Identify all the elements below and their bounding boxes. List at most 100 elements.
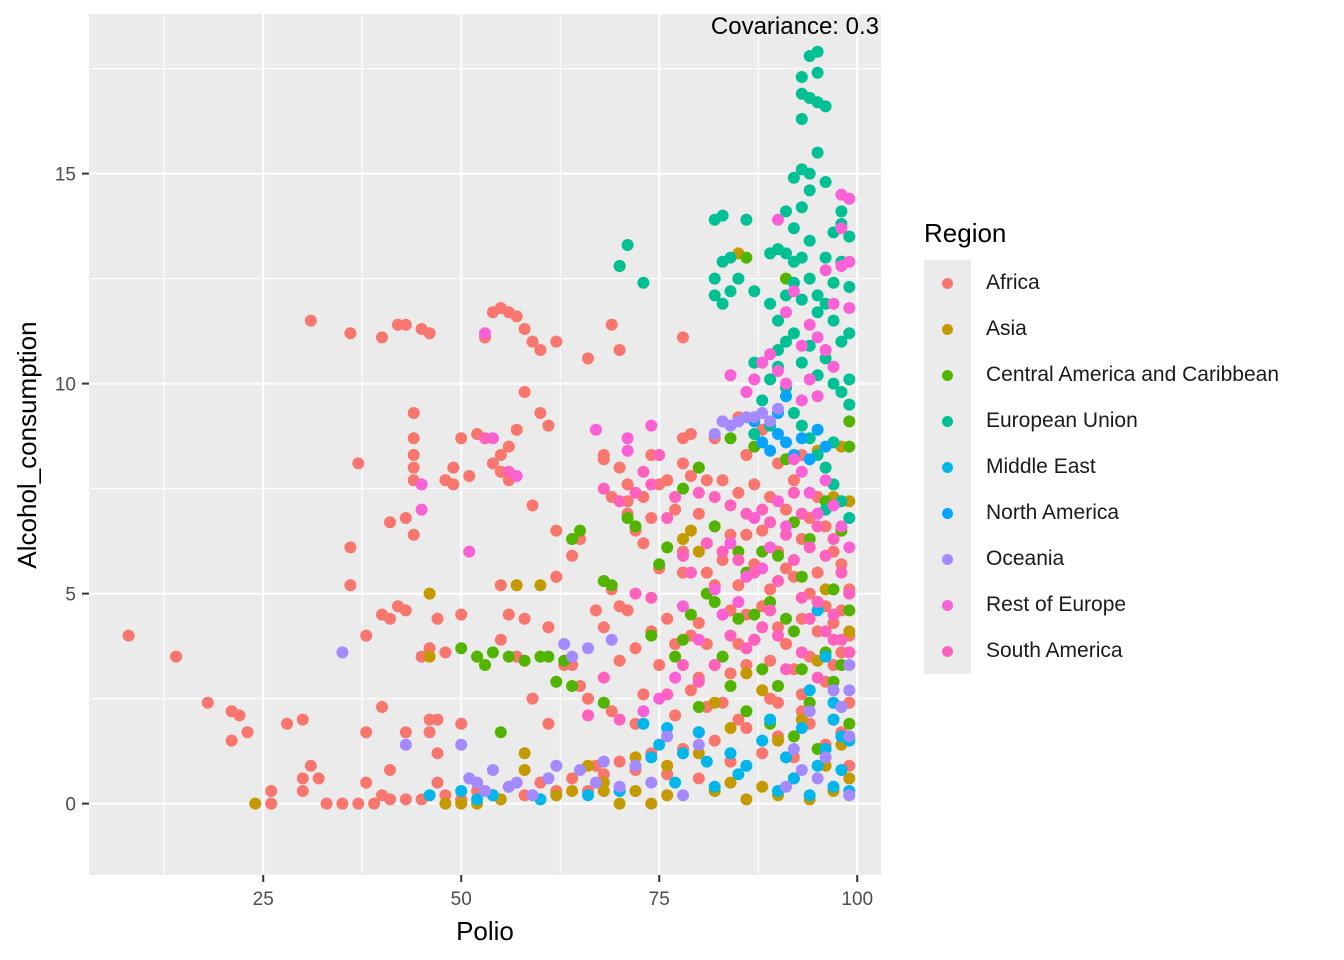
data-point <box>344 541 357 554</box>
data-point <box>716 554 729 566</box>
data-point <box>732 768 745 781</box>
data-point <box>661 789 674 802</box>
data-point <box>835 386 848 398</box>
data-point <box>708 696 721 709</box>
data-point <box>605 579 618 592</box>
data-point <box>502 608 515 621</box>
data-point <box>399 318 412 331</box>
data-point <box>843 625 856 638</box>
data-point <box>740 705 753 718</box>
data-point <box>843 281 856 293</box>
data-point <box>399 793 412 806</box>
data-point <box>692 461 705 474</box>
series-middle-east <box>423 604 856 806</box>
data-point <box>439 797 452 810</box>
data-point <box>764 373 777 386</box>
data-point <box>423 642 436 655</box>
data-point <box>653 558 666 571</box>
data-point <box>756 524 769 537</box>
data-point <box>455 717 468 730</box>
data-point <box>780 205 792 218</box>
data-point <box>843 230 856 243</box>
data-point <box>835 558 848 571</box>
data-points <box>122 45 856 810</box>
data-point <box>780 335 792 348</box>
data-point <box>455 432 468 445</box>
data-point <box>542 772 555 785</box>
data-point <box>803 541 816 554</box>
data-point <box>534 344 547 356</box>
data-point <box>597 671 610 684</box>
data-point <box>479 327 491 340</box>
data-point <box>843 398 856 411</box>
data-point <box>748 633 761 646</box>
data-point <box>780 562 792 575</box>
data-point <box>787 276 800 289</box>
data-point <box>550 570 563 583</box>
data-point <box>336 797 349 810</box>
legend-dot-icon <box>942 599 953 611</box>
data-point <box>819 176 832 188</box>
x-tick-label: 100 <box>841 889 873 910</box>
data-point <box>756 684 769 697</box>
data-point <box>502 465 515 478</box>
data-point <box>708 780 721 793</box>
data-point <box>803 533 816 545</box>
data-point <box>819 474 832 487</box>
data-point <box>431 612 444 625</box>
legend-label: Rest of Europe <box>986 593 1127 616</box>
data-point <box>360 726 373 739</box>
data-point <box>613 797 626 810</box>
data-point <box>787 222 800 235</box>
data-point <box>700 537 713 550</box>
data-point <box>819 440 832 453</box>
data-point <box>843 302 856 314</box>
data-point <box>780 390 792 403</box>
data-point <box>756 734 769 747</box>
data-point <box>724 528 737 541</box>
data-point <box>811 772 824 785</box>
data-point <box>740 213 753 226</box>
data-point <box>700 474 713 487</box>
data-point <box>764 415 777 428</box>
data-point <box>479 659 491 671</box>
data-point <box>566 533 579 545</box>
data-point <box>447 478 460 491</box>
data-point <box>803 318 816 331</box>
data-point <box>629 785 642 797</box>
data-point <box>819 352 832 365</box>
legend-dot-icon <box>942 553 953 565</box>
data-point <box>613 755 626 768</box>
data-point <box>732 596 745 608</box>
data-point <box>811 331 824 344</box>
data-point <box>772 549 784 562</box>
series-south-america <box>479 432 856 726</box>
data-point <box>407 528 420 541</box>
data-point <box>803 789 816 802</box>
data-point <box>819 549 832 562</box>
data-point <box>787 327 800 340</box>
data-point <box>724 285 737 298</box>
data-point <box>241 726 254 739</box>
data-point <box>677 482 689 495</box>
legend-label: Africa <box>986 271 1040 294</box>
data-point <box>336 646 349 659</box>
data-point <box>716 608 729 621</box>
data-point <box>819 650 832 663</box>
data-point <box>502 650 515 663</box>
data-point <box>455 608 468 621</box>
data-point <box>732 272 745 285</box>
legend-label: Asia <box>986 317 1027 340</box>
data-point <box>407 449 420 461</box>
data-point <box>819 743 832 755</box>
data-point <box>692 772 705 785</box>
data-point <box>692 726 705 739</box>
data-point <box>780 612 792 625</box>
x-axis-label: Polio <box>456 916 514 946</box>
data-point <box>724 251 737 264</box>
y-tick-label: 5 <box>65 585 76 606</box>
data-point <box>645 478 658 491</box>
data-point <box>740 528 753 541</box>
data-point <box>407 432 420 445</box>
